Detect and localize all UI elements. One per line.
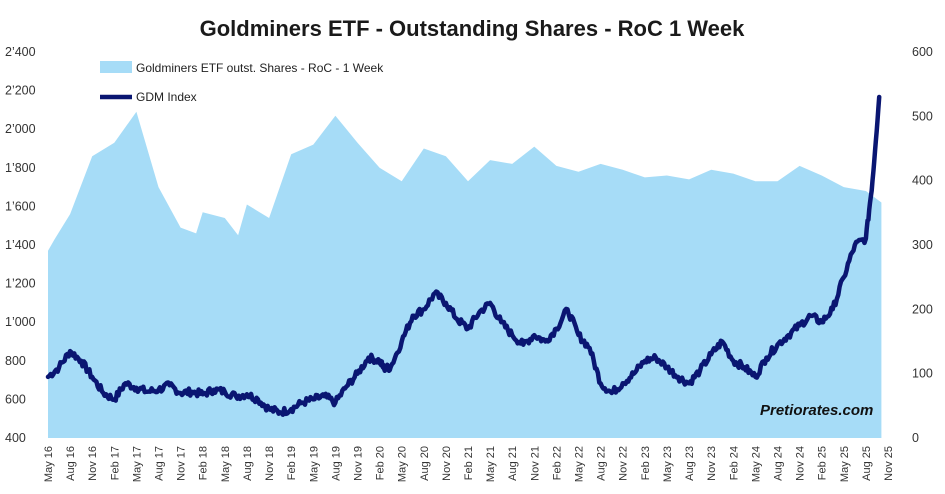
right-tick-label: 200 [912, 302, 933, 316]
x-tick-label: May 18 [220, 446, 232, 482]
left-tick-label: 400 [5, 431, 26, 445]
left-tick-label: 1’400 [5, 238, 36, 252]
x-tick-label: Aug 22 [596, 446, 608, 481]
x-tick-label: Nov 18 [264, 446, 276, 481]
x-tick-label: Feb 21 [463, 446, 475, 480]
x-tick-label: Feb 23 [640, 446, 652, 480]
x-tick-label: May 20 [397, 446, 409, 482]
x-tick-label: Aug 20 [419, 446, 431, 481]
x-tick-label: Feb 18 [198, 446, 210, 480]
x-tick-label: Aug 19 [330, 446, 342, 481]
x-tick-label: Nov 17 [176, 446, 188, 481]
x-tick-label: Feb 22 [551, 446, 563, 480]
x-tick-label: Nov 23 [706, 446, 718, 481]
x-tick-label: Feb 17 [109, 446, 121, 480]
left-axis: 400 600 800 1’000 1’200 1’400 1’600 1’800 2’000 2… [5, 45, 36, 445]
legend-swatch-area [100, 61, 132, 73]
right-tick-label: 0 [912, 431, 919, 445]
x-tick-label: May 19 [308, 446, 320, 482]
chart-title: Goldminers ETF - Outstanding Shares - Ro… [200, 16, 746, 41]
x-axis: May 16 Aug 16 Nov 16 Feb 17 May 17 Aug 17 Nov … [43, 446, 895, 482]
left-tick-label: 2’200 [5, 84, 36, 98]
x-tick-label: May 21 [485, 446, 497, 482]
right-tick-label: 300 [912, 238, 933, 252]
legend-label-line: GDM Index [136, 90, 197, 104]
legend: Goldminers ETF outst. Shares - RoC - 1 W… [100, 61, 384, 104]
x-tick-label: Nov 20 [441, 446, 453, 481]
x-tick-label: May 25 [839, 446, 851, 482]
left-tick-label: 1’000 [5, 315, 36, 329]
left-tick-label: 600 [5, 392, 26, 406]
x-tick-label: Aug 25 [861, 446, 873, 481]
x-tick-label: Feb 25 [817, 446, 829, 480]
right-tick-label: 500 [912, 109, 933, 123]
x-tick-label: May 17 [131, 446, 143, 482]
x-tick-label: Nov 24 [795, 446, 807, 481]
left-tick-label: 1’800 [5, 161, 36, 175]
series-line-gdm-index [45, 94, 882, 417]
x-tick-label: Aug 16 [65, 446, 77, 481]
x-tick-label: Feb 19 [286, 446, 298, 480]
left-tick-label: 2’000 [5, 122, 36, 136]
x-tick-label: May 16 [43, 446, 55, 482]
x-tick-label: Nov 25 [883, 446, 895, 481]
left-tick-label: 2’400 [5, 45, 36, 59]
x-tick-label: Nov 22 [618, 446, 630, 481]
x-tick-label: Nov 19 [352, 446, 364, 481]
x-tick-label: Aug 17 [154, 446, 166, 481]
left-tick-label: 1’600 [5, 199, 36, 213]
right-tick-label: 400 [912, 174, 933, 188]
x-tick-label: Feb 20 [375, 446, 387, 480]
x-tick-label: May 24 [750, 446, 762, 482]
right-tick-label: 100 [912, 367, 933, 381]
x-tick-label: Nov 21 [529, 446, 541, 481]
series-area-outstanding-shares [48, 111, 882, 439]
x-tick-label: Aug 23 [684, 446, 696, 481]
x-tick-label: Aug 24 [772, 446, 784, 481]
right-axis: 0 100 200 300 400 500 600 [912, 45, 933, 445]
right-tick-label: 600 [912, 45, 933, 59]
left-tick-label: 1’200 [5, 277, 36, 291]
x-tick-label: May 23 [662, 446, 674, 482]
x-tick-label: Aug 18 [242, 446, 254, 481]
left-tick-label: 800 [5, 354, 26, 368]
x-tick-label: Feb 24 [728, 446, 740, 480]
legend-label-area: Goldminers ETF outst. Shares - RoC - 1 W… [136, 61, 384, 75]
x-tick-label: Nov 16 [87, 446, 99, 481]
x-tick-label: May 22 [574, 446, 586, 482]
x-tick-label: Aug 21 [507, 446, 519, 481]
watermark-annotation: Pretiorates.com [760, 402, 873, 419]
